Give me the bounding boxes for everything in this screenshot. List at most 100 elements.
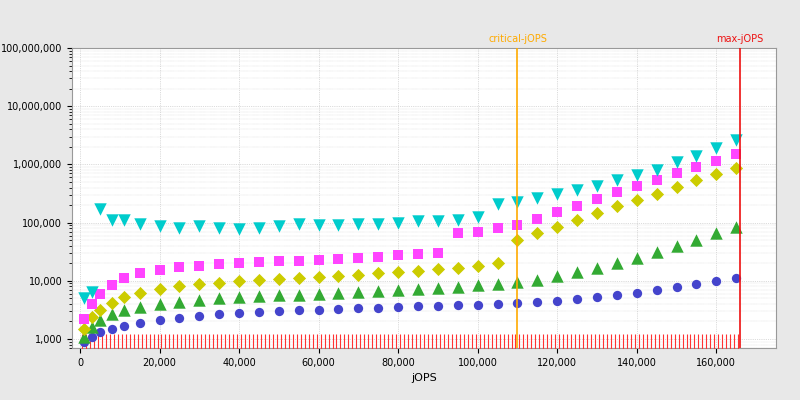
Point [533, 338, 546, 345]
Point [372, 254, 385, 260]
Point [322, 338, 335, 345]
Point [670, 243, 683, 250]
Point [266, 338, 279, 345]
Point [648, 338, 661, 345]
Point [431, 250, 444, 256]
Point [86, 288, 98, 295]
Point [318, 338, 331, 345]
Point [332, 306, 345, 312]
Point [730, 164, 742, 171]
Point [118, 322, 130, 329]
Point [134, 304, 146, 310]
Point [290, 338, 303, 345]
Point [306, 338, 319, 345]
Point [163, 338, 176, 345]
Point [418, 338, 430, 345]
Point [590, 196, 603, 202]
Point [609, 338, 622, 345]
Point [509, 338, 522, 345]
Point [99, 338, 112, 345]
Point [103, 338, 116, 345]
Point [273, 292, 286, 299]
Point [565, 338, 578, 345]
Point [312, 256, 325, 263]
Point [593, 338, 606, 345]
Point [273, 308, 286, 314]
Point [570, 269, 583, 276]
Point [668, 338, 681, 345]
Point [193, 262, 206, 269]
Point [478, 338, 490, 345]
Point [83, 338, 96, 345]
Point [570, 202, 583, 209]
Point [720, 338, 733, 345]
Point [193, 297, 206, 303]
Point [282, 338, 295, 345]
Point [372, 304, 385, 311]
Point [350, 338, 362, 345]
Point [708, 338, 721, 345]
Point [94, 206, 106, 212]
Point [214, 338, 227, 345]
Point [392, 252, 405, 259]
Point [525, 338, 538, 345]
Point [254, 338, 267, 345]
Point [650, 176, 663, 183]
Point [730, 224, 742, 230]
Point [414, 338, 426, 345]
Point [517, 338, 530, 345]
Point [629, 338, 642, 345]
Point [310, 338, 323, 345]
Point [242, 338, 255, 345]
Point [451, 264, 464, 271]
Point [270, 338, 283, 345]
Point [173, 224, 186, 231]
Point [352, 254, 365, 261]
Point [557, 338, 570, 345]
Point [644, 338, 657, 345]
Point [258, 338, 271, 345]
Point [159, 338, 172, 345]
Point [94, 329, 106, 336]
Point [491, 225, 504, 232]
Point [134, 270, 146, 276]
Point [625, 338, 638, 345]
Point [86, 324, 98, 330]
Point [312, 290, 325, 297]
Point [650, 287, 663, 293]
Point [372, 220, 385, 227]
Point [632, 338, 645, 345]
Point [670, 284, 683, 290]
Point [412, 218, 425, 224]
Point [728, 338, 741, 345]
Point [471, 262, 484, 269]
Point [690, 152, 703, 159]
Point [183, 338, 196, 345]
Point [471, 228, 484, 235]
Point [696, 338, 709, 345]
Point [332, 273, 345, 279]
Point [332, 222, 345, 228]
Point [406, 338, 418, 345]
Point [710, 158, 722, 164]
Point [118, 217, 130, 223]
Point [218, 338, 231, 345]
Point [179, 338, 192, 345]
Point [605, 338, 618, 345]
Point [342, 338, 355, 345]
Point [458, 338, 470, 345]
Point [431, 266, 444, 272]
Point [690, 281, 703, 288]
Point [292, 275, 305, 281]
Point [630, 172, 643, 178]
Point [489, 338, 502, 345]
Point [147, 338, 160, 345]
Point [601, 338, 614, 345]
Point [431, 285, 444, 291]
Point [253, 293, 266, 300]
Point [471, 214, 484, 220]
Point [700, 338, 713, 345]
Point [684, 338, 697, 345]
Point [438, 338, 450, 345]
Point [362, 338, 374, 345]
